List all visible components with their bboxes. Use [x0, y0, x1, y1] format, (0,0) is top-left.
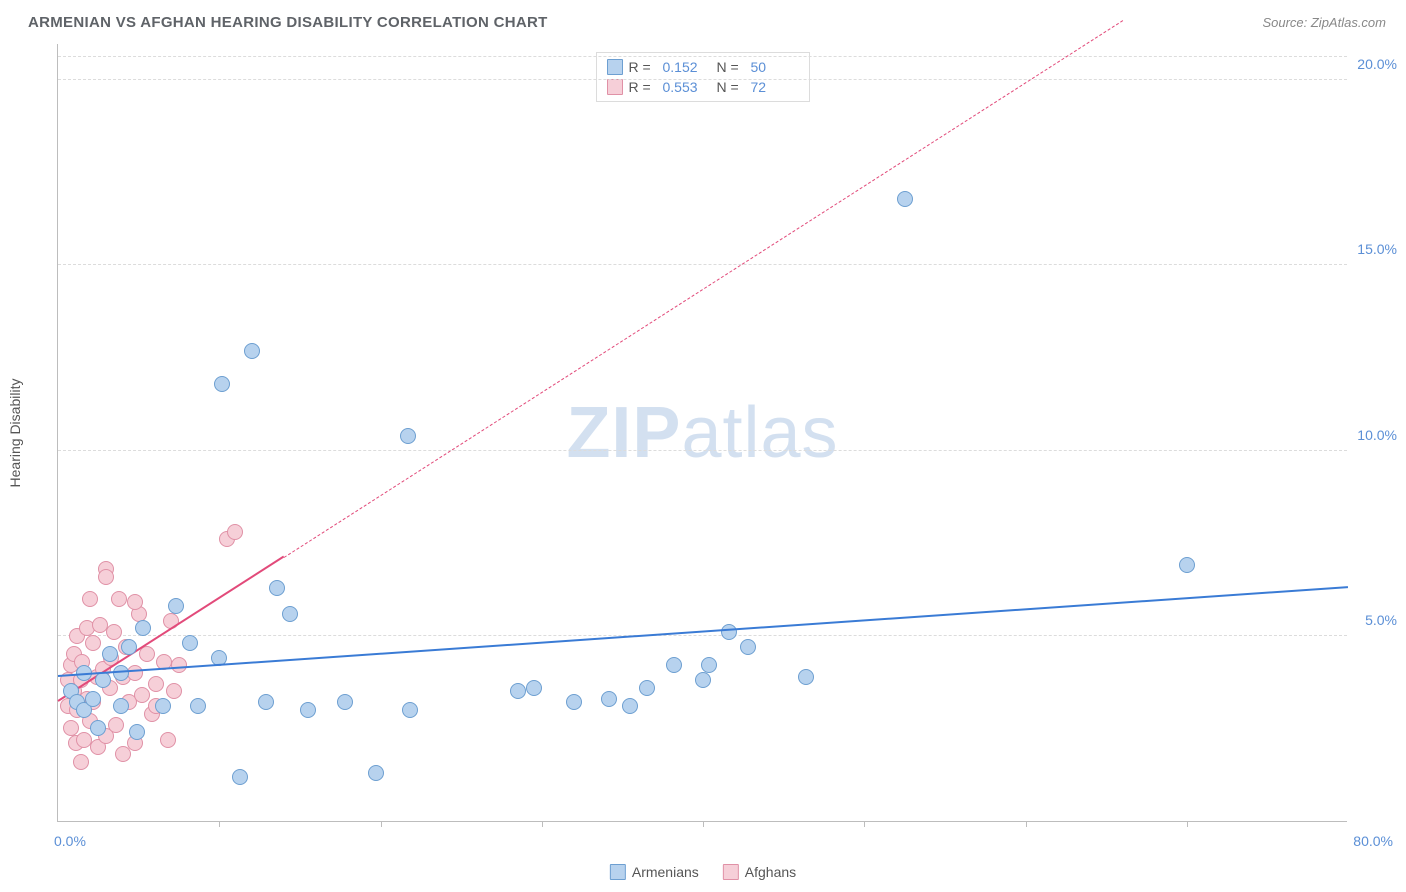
data-point: [897, 191, 913, 207]
data-point: [134, 687, 150, 703]
r-label: R =: [629, 59, 657, 75]
data-point: [402, 702, 418, 718]
gridline: [58, 450, 1347, 451]
data-point: [102, 646, 118, 662]
gridline: [58, 79, 1347, 80]
data-point: [111, 591, 127, 607]
y-axis-label: Hearing Disability: [7, 379, 23, 488]
data-point: [510, 683, 526, 699]
data-point: [95, 672, 111, 688]
legend-label: Afghans: [745, 864, 796, 880]
r-label: R =: [629, 79, 657, 95]
x-tick: [864, 821, 865, 827]
data-point: [1179, 557, 1195, 573]
data-point: [155, 698, 171, 714]
data-point: [400, 428, 416, 444]
r-value: 0.553: [663, 79, 711, 95]
data-point: [182, 635, 198, 651]
data-point: [701, 657, 717, 673]
data-point: [168, 598, 184, 614]
watermark: ZIPatlas: [566, 392, 838, 474]
n-label: N =: [717, 79, 745, 95]
data-point: [740, 639, 756, 655]
data-point: [190, 698, 206, 714]
data-point: [695, 672, 711, 688]
data-point: [113, 698, 129, 714]
n-label: N =: [717, 59, 745, 75]
data-point: [368, 765, 384, 781]
chart-title: ARMENIAN VS AFGHAN HEARING DISABILITY CO…: [28, 14, 548, 31]
data-point: [721, 624, 737, 640]
source-label: Source: ZipAtlas.com: [1262, 15, 1386, 30]
data-point: [160, 732, 176, 748]
data-point: [300, 702, 316, 718]
gridline: [58, 264, 1347, 265]
stats-legend-row: R = 0.152 N = 50: [607, 57, 799, 77]
x-tick: [219, 821, 220, 827]
data-point: [232, 769, 248, 785]
legend-item: Armenians: [610, 864, 699, 880]
stats-legend: R = 0.152 N = 50 R = 0.553 N = 72: [596, 52, 810, 102]
n-value: 72: [751, 79, 799, 95]
data-point: [106, 624, 122, 640]
y-tick-label: 20.0%: [1349, 56, 1397, 72]
x-tick: [1026, 821, 1027, 827]
gridline: [58, 635, 1347, 636]
plot-container: Hearing Disability ZIPatlas R =0.152N =5…: [45, 44, 1385, 822]
y-tick-label: 15.0%: [1349, 241, 1397, 257]
data-point: [258, 694, 274, 710]
legend-swatch: [723, 864, 739, 880]
legend-item: Afghans: [723, 864, 796, 880]
legend-swatch: [607, 59, 623, 75]
data-point: [666, 657, 682, 673]
data-point: [85, 635, 101, 651]
data-point: [73, 754, 89, 770]
y-tick-label: 10.0%: [1349, 427, 1397, 443]
data-point: [282, 606, 298, 622]
x-tick: [703, 821, 704, 827]
data-point: [566, 694, 582, 710]
data-point: [601, 691, 617, 707]
data-point: [639, 680, 655, 696]
legend-swatch: [610, 864, 626, 880]
data-point: [127, 665, 143, 681]
y-tick-label: 5.0%: [1349, 612, 1397, 628]
x-tick: [1187, 821, 1188, 827]
data-point: [90, 720, 106, 736]
data-point: [337, 694, 353, 710]
x-min-label: 0.0%: [54, 833, 86, 849]
x-tick: [542, 821, 543, 827]
legend-swatch: [607, 79, 623, 95]
series-legend: Armenians Afghans: [610, 864, 796, 880]
data-point: [135, 620, 151, 636]
data-point: [148, 676, 164, 692]
data-point: [244, 343, 260, 359]
legend-label: Armenians: [632, 864, 699, 880]
data-point: [526, 680, 542, 696]
data-point: [214, 376, 230, 392]
data-point: [269, 580, 285, 596]
data-point: [166, 683, 182, 699]
scatter-plot: ZIPatlas R =0.152N =50R =0.553N =72 5.0%…: [57, 44, 1347, 822]
data-point: [85, 691, 101, 707]
data-point: [227, 524, 243, 540]
chart-header: ARMENIAN VS AFGHAN HEARING DISABILITY CO…: [0, 0, 1406, 44]
data-point: [127, 594, 143, 610]
data-point: [82, 591, 98, 607]
n-value: 50: [751, 59, 799, 75]
data-point: [98, 569, 114, 585]
data-point: [129, 724, 145, 740]
data-point: [108, 717, 124, 733]
gridline: [58, 56, 1347, 57]
data-point: [115, 746, 131, 762]
x-tick: [381, 821, 382, 827]
data-point: [798, 669, 814, 685]
x-max-label: 80.0%: [1353, 833, 1393, 849]
data-point: [121, 639, 137, 655]
r-value: 0.152: [663, 59, 711, 75]
data-point: [622, 698, 638, 714]
